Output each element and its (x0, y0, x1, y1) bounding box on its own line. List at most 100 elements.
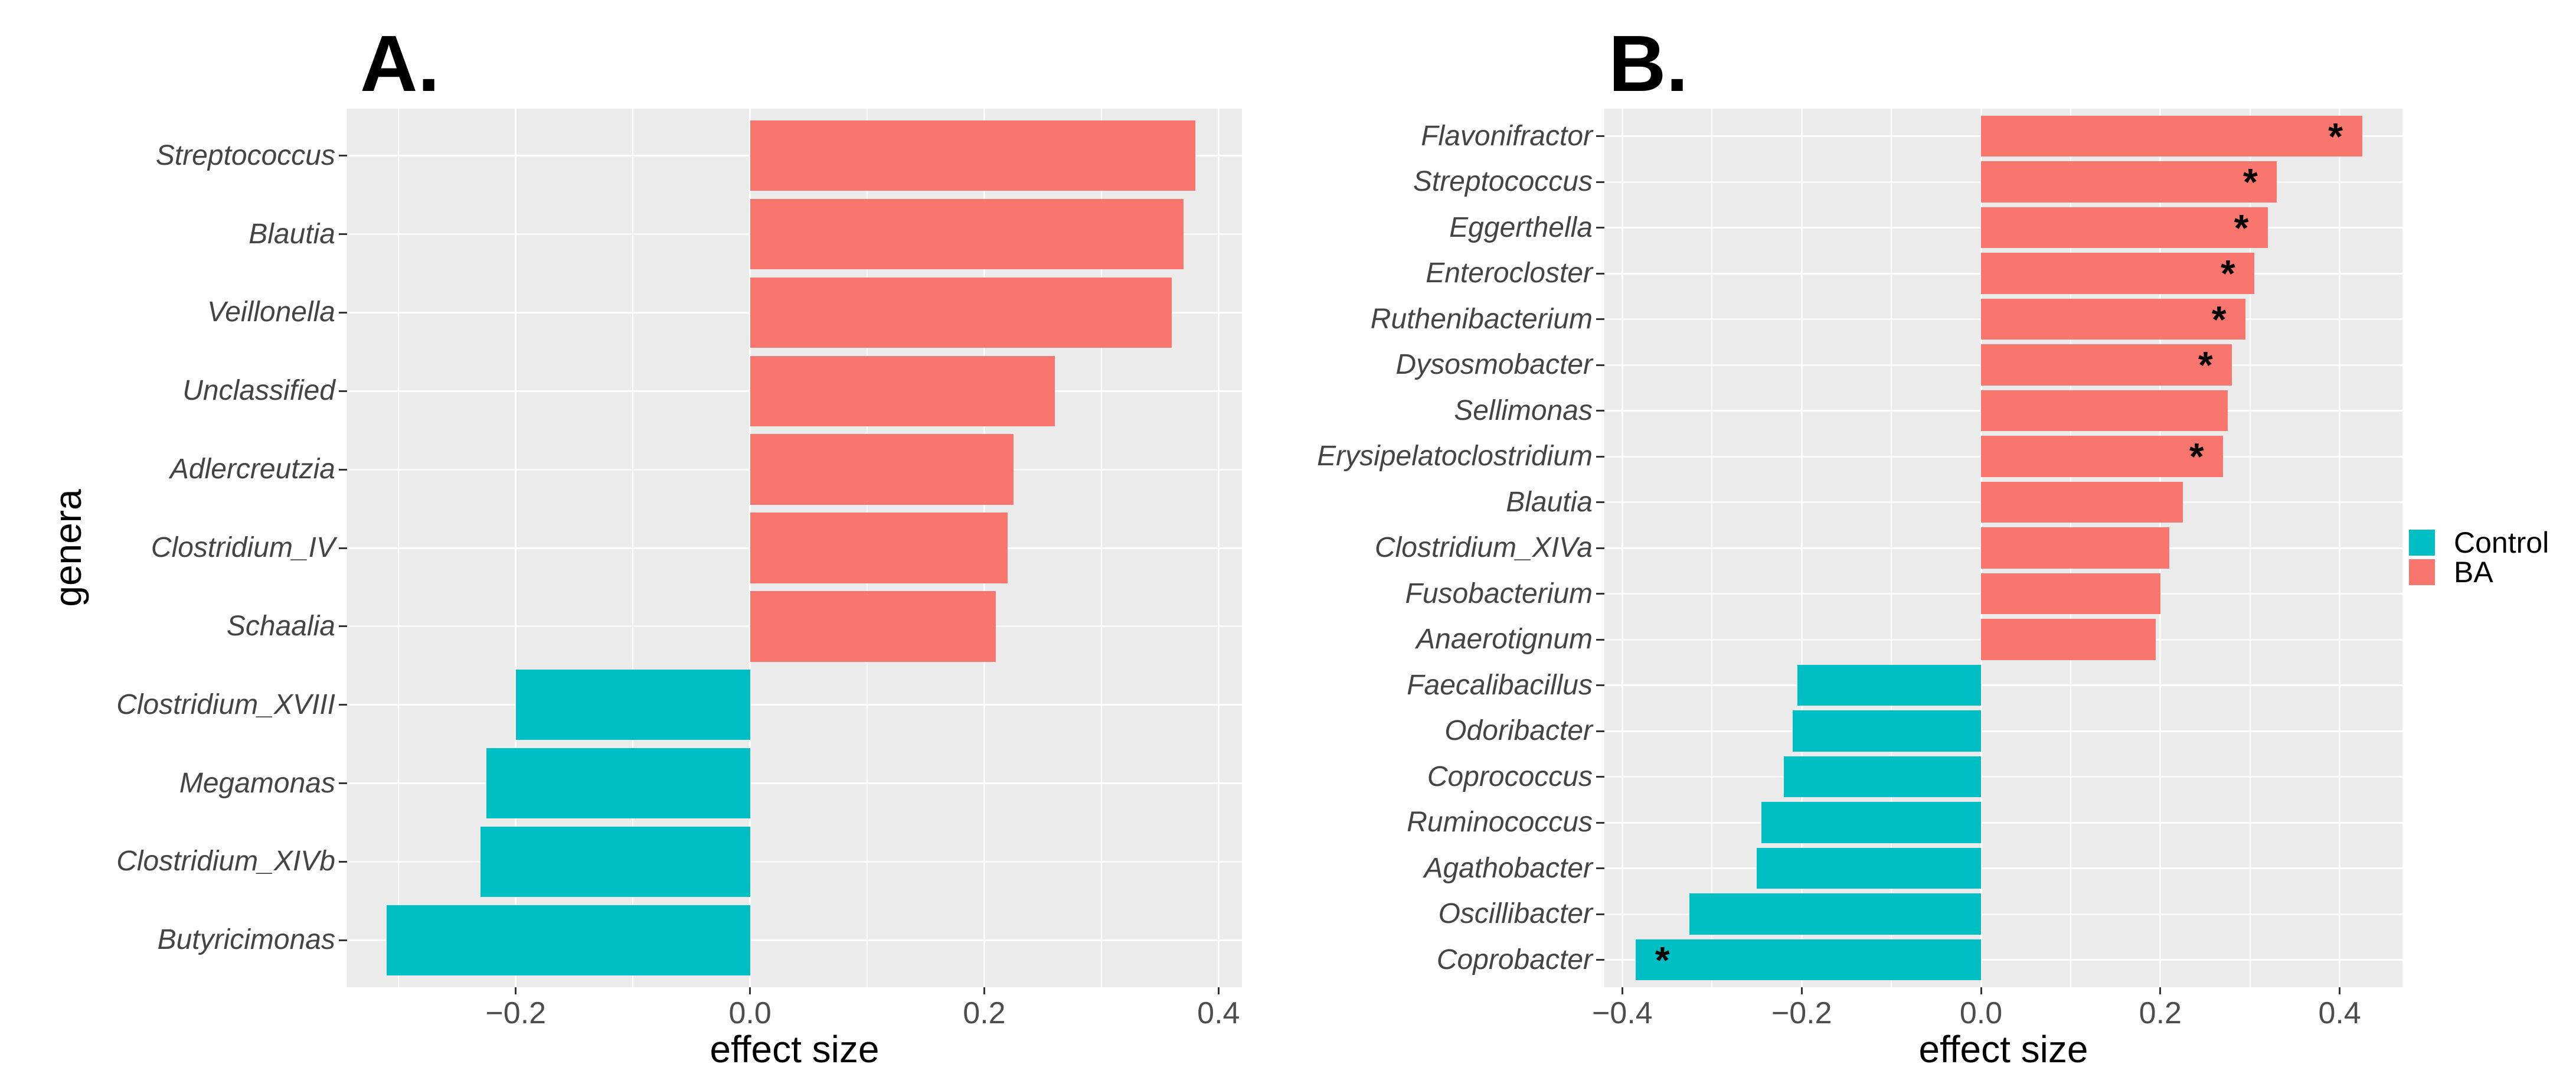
x-tick-mark (1980, 987, 1982, 994)
bar-Veillonella (750, 277, 1172, 348)
legend: Control BA (2409, 528, 2549, 589)
category-label-Oscillibacter: Oscillibacter (1438, 898, 1593, 929)
significance-asterisk: * (2211, 298, 2227, 341)
x-tick-label: 0.2 (2139, 996, 2182, 1030)
x-tick-label: −0.4 (1592, 996, 1653, 1030)
bar-Enterocloster (1981, 253, 2255, 294)
panel-b-x-axis-title: effect size (1918, 1028, 2088, 1071)
category-label-Sellimonas: Sellimonas (1454, 394, 1593, 426)
significance-asterisk: * (2189, 435, 2204, 478)
bar-Oscillibacter (1689, 893, 1982, 935)
row-gridline (1604, 776, 2402, 778)
bar-Faecalibacillus (1797, 664, 1981, 706)
bar-Erysipelatoclostridium (1981, 436, 2224, 477)
y-tick-mark (1596, 455, 1604, 458)
x-tick-mark (1217, 987, 1220, 994)
legend-swatch-ba-icon (2409, 559, 2435, 585)
significance-asterisk: * (2328, 115, 2343, 158)
category-label-Megamonas: Megamonas (179, 767, 335, 799)
bar-Ruthenibacterium (1981, 298, 2246, 340)
row-gridline (347, 860, 1242, 863)
bar-Coprobacter (1636, 939, 1981, 981)
y-tick-mark (1596, 501, 1604, 503)
bar-Clostridium_XVIII (515, 669, 750, 740)
bar-Odoribacter (1793, 710, 1981, 752)
x-tick-label: 0.0 (1959, 996, 2003, 1030)
x-tick-mark (2339, 987, 2341, 994)
category-label-Clostridium_XVIII: Clostridium_XVIII (116, 688, 335, 720)
bar-Schaalia (750, 591, 996, 662)
significance-asterisk: * (2198, 344, 2213, 386)
category-label-Anaerotignum: Anaerotignum (1416, 624, 1593, 655)
y-tick-mark (339, 625, 347, 628)
significance-asterisk: * (2234, 206, 2249, 249)
row-gridline (347, 704, 1242, 706)
row-gridline (1604, 913, 2402, 915)
category-label-Enterocloster: Enterocloster (1426, 257, 1593, 289)
category-label-Streptococcus: Streptococcus (1413, 166, 1593, 197)
y-tick-mark (339, 155, 347, 157)
y-tick-mark (1596, 593, 1604, 595)
category-label-Erysipelatoclostridium: Erysipelatoclostridium (1317, 440, 1593, 472)
y-tick-mark (339, 233, 347, 236)
bar-Megamonas (486, 748, 750, 819)
row-gridline (1604, 730, 2402, 732)
y-tick-mark (1596, 410, 1604, 412)
legend-item-control: Control (2409, 528, 2549, 557)
significance-asterisk: * (2242, 161, 2258, 203)
category-label-Ruthenibacterium: Ruthenibacterium (1370, 303, 1593, 335)
x-tick-mark (1621, 987, 1623, 994)
significance-asterisk: * (2220, 252, 2235, 295)
row-gridline (1604, 959, 2402, 961)
bar-Streptococcus (750, 120, 1195, 191)
bar-Clostridium_XIVb (480, 826, 750, 898)
category-label-Eggerthella: Eggerthella (1449, 211, 1593, 243)
bar-Anaerotignum (1981, 619, 2156, 660)
y-tick-mark (339, 939, 347, 941)
category-label-Veillonella: Veillonella (207, 296, 335, 328)
y-tick-mark (1596, 776, 1604, 778)
category-label-Butyricimonas: Butyricimonas (157, 924, 335, 956)
x-tick-mark (749, 987, 751, 994)
y-tick-mark (339, 468, 347, 471)
bar-Ruminococcus (1761, 802, 1981, 843)
category-label-Ruminococcus: Ruminococcus (1407, 807, 1593, 838)
category-label-Clostridium_IV: Clostridium_IV (151, 532, 335, 563)
category-label-Agathobacter: Agathobacter (1424, 852, 1593, 884)
y-tick-mark (1596, 227, 1604, 229)
category-label-Coprococcus: Coprococcus (1427, 761, 1593, 792)
y-tick-mark (1596, 684, 1604, 686)
bar-Blautia (750, 198, 1184, 270)
y-tick-mark (1596, 547, 1604, 549)
x-tick-mark (515, 987, 517, 994)
y-tick-mark (339, 311, 347, 314)
category-label-Adlercreutzia: Adlercreutzia (169, 453, 335, 485)
x-tick-label: 0.0 (728, 996, 772, 1030)
x-tick-mark (1800, 987, 1803, 994)
x-tick-label: −0.2 (1771, 996, 1832, 1030)
y-tick-mark (339, 860, 347, 863)
y-tick-mark (1596, 730, 1604, 732)
category-label-Flavonifractor: Flavonifractor (1421, 120, 1593, 152)
bar-Sellimonas (1981, 390, 2228, 432)
category-label-Unclassified: Unclassified (182, 375, 335, 407)
x-tick-label: −0.2 (485, 996, 547, 1030)
row-gridline (347, 782, 1242, 785)
bar-Blautia (1981, 481, 2183, 523)
legend-item-ba: BA (2409, 557, 2549, 587)
panel-b-title: B. (1609, 19, 1688, 108)
category-label-Odoribacter: Odoribacter (1444, 715, 1593, 746)
y-tick-mark (1596, 867, 1604, 869)
x-tick-label: 0.4 (2318, 996, 2361, 1030)
y-tick-mark (1596, 318, 1604, 320)
bar-Eggerthella (1981, 207, 2268, 249)
y-tick-mark (1596, 638, 1604, 641)
bar-Unclassified (750, 355, 1055, 427)
y-tick-mark (1596, 181, 1604, 183)
legend-swatch-control-icon (2409, 530, 2435, 556)
x-tick-mark (2159, 987, 2162, 994)
category-label-Coprobacter: Coprobacter (1436, 944, 1593, 975)
x-tick-mark (983, 987, 985, 994)
panel-a-title: A. (360, 19, 440, 108)
y-tick-mark (1596, 272, 1604, 275)
